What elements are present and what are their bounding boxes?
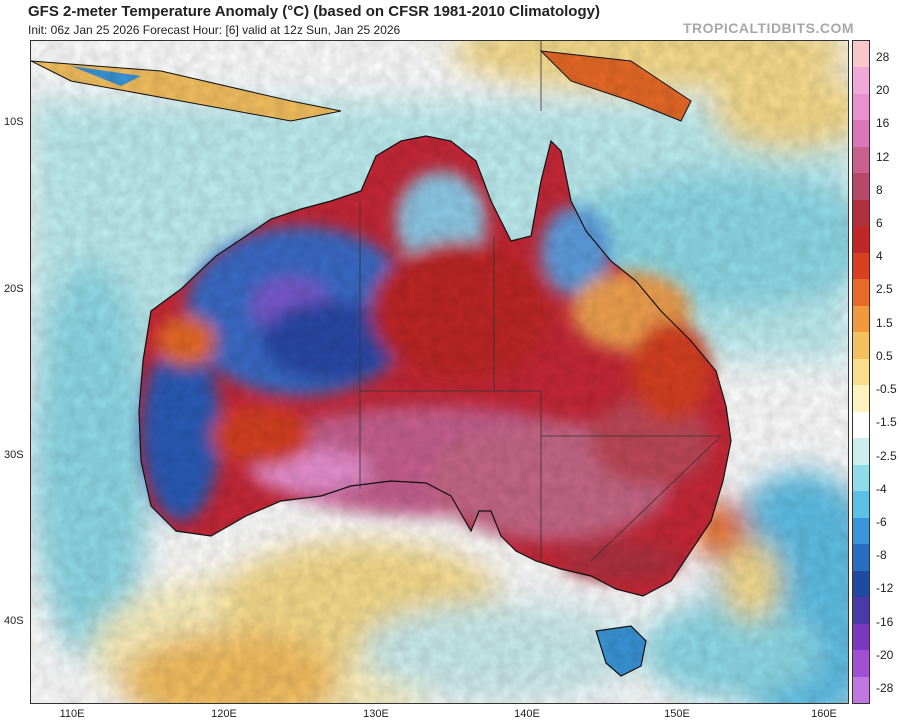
colorbar-tick-label: -1.5 xyxy=(876,415,897,430)
map-title: GFS 2-meter Temperature Anomaly (°C) (ba… xyxy=(28,3,600,20)
colorbar-swatch xyxy=(853,597,869,624)
colorbar-tick-label: -28 xyxy=(876,681,894,695)
coastline xyxy=(138,135,732,597)
colorbar-swatch xyxy=(853,146,869,174)
colorbar-swatch xyxy=(853,252,869,280)
colorbar-tick-label: -2.5 xyxy=(876,448,897,463)
colorbar-swatch xyxy=(853,411,869,439)
colorbar-tick-label: -16 xyxy=(876,614,894,629)
colorbar-swatch xyxy=(853,279,869,306)
colorbar xyxy=(852,40,870,704)
colorbar-swatch xyxy=(853,544,869,571)
colorbar-tick-label: 6 xyxy=(876,216,883,231)
colorbar-tick-label: 8 xyxy=(876,182,883,197)
colorbar-swatch xyxy=(853,464,869,492)
lon-label-140e: 140E xyxy=(514,708,540,720)
colorbar-swatch xyxy=(853,41,869,68)
colorbar-swatch xyxy=(853,438,869,465)
colorbar-tick-label: -20 xyxy=(876,647,894,662)
lon-label-130e: 130E xyxy=(363,708,389,720)
colorbar-tick-label: -8 xyxy=(876,548,887,563)
colorbar-swatch xyxy=(853,93,869,121)
colorbar-tick-label: 1.5 xyxy=(876,315,893,330)
colorbar-swatch xyxy=(853,120,869,147)
colorbar-tick-label: -12 xyxy=(876,581,894,596)
colorbar-tick-label: -0.5 xyxy=(876,382,897,397)
forecast-info: Init: 06z Jan 25 2026 Forecast Hour: [6]… xyxy=(28,23,401,37)
lon-label-160e: 160E xyxy=(811,708,837,720)
field-texture xyxy=(31,41,848,703)
colorbar-tick-label: 2.5 xyxy=(876,282,893,297)
colorbar-swatch xyxy=(853,676,869,704)
lat-label-10s: 10S xyxy=(4,116,24,128)
lat-label-30s: 30S xyxy=(4,449,24,461)
colorbar-swatch xyxy=(853,305,869,333)
lon-label-150e: 150E xyxy=(664,708,690,720)
colorbar-swatch xyxy=(853,570,869,598)
colorbar-tick-label: -4 xyxy=(876,481,887,496)
colorbar-swatch xyxy=(853,623,869,651)
colorbar-swatch xyxy=(853,517,869,545)
colorbar-swatch xyxy=(853,67,869,94)
colorbar-swatch xyxy=(853,358,869,386)
state-borders xyxy=(359,41,722,563)
site-watermark: TROPICALTIDBITS.COM xyxy=(682,20,854,36)
lon-label-110e: 110E xyxy=(59,708,85,720)
colorbar-tick-label: 28 xyxy=(876,50,890,64)
colorbar-swatch xyxy=(853,332,869,359)
colorbar-swatch xyxy=(853,385,869,412)
colorbar-tick-label: 20 xyxy=(876,83,890,98)
colorbar-swatch xyxy=(853,173,869,200)
colorbar-tick-label: 16 xyxy=(876,116,890,131)
lat-label-40s: 40S xyxy=(4,615,24,627)
colorbar-swatch xyxy=(853,226,869,253)
colorbar-tick-label: 4 xyxy=(876,249,883,264)
colorbar-swatch xyxy=(853,199,869,227)
colorbar-swatch xyxy=(853,650,869,677)
colorbar-tick-label: -6 xyxy=(876,514,887,529)
colorbar-tick-label: 12 xyxy=(876,149,890,164)
lon-label-120e: 120E xyxy=(211,708,237,720)
lat-label-20s: 20S xyxy=(4,283,24,295)
anomaly-map xyxy=(30,40,849,704)
colorbar-swatch xyxy=(853,491,869,518)
colorbar-tick-label: 0.5 xyxy=(876,348,893,363)
